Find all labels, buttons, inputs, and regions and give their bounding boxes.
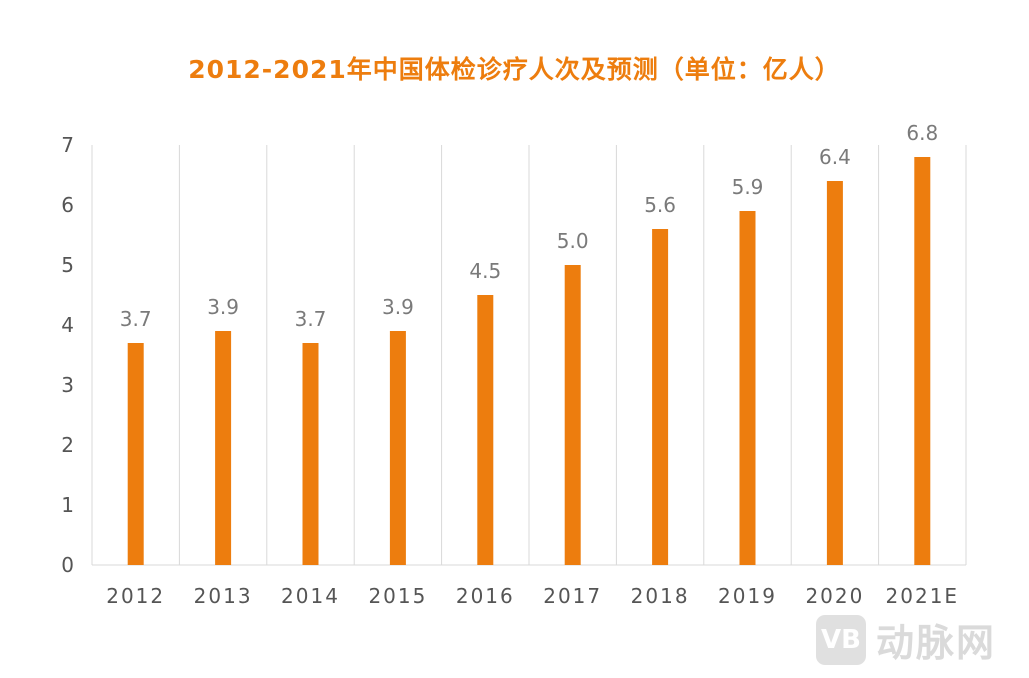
y-tick-label: 7: [61, 133, 74, 157]
bar: [652, 229, 669, 565]
bar: [215, 331, 232, 565]
x-tick-label: 2019: [718, 584, 777, 608]
y-tick-label: 1: [61, 493, 74, 517]
y-axis-ticks: 0 1 2 3 4 5 6 7: [61, 133, 74, 577]
chart-title: 2012-2021年中国体检诊疗人次及预测（单位：亿人）: [188, 55, 841, 84]
data-label: 4.5: [469, 259, 501, 283]
x-axis-ticks: 2012 2013 2014 2015 2016 2017 2018 2019 2020 2021…: [106, 584, 960, 608]
data-label: 6.8: [906, 121, 938, 145]
bar: [477, 295, 494, 565]
y-tick-label: 4: [61, 313, 74, 337]
data-labels: 3.7 3.9 3.7 3.9 4.5 5.0 5.6 5.9 6.4 6.8: [120, 121, 938, 331]
bar: [302, 343, 319, 565]
y-tick-label: 5: [61, 253, 74, 277]
y-tick-label: 0: [61, 553, 74, 577]
x-tick-label: 2015: [368, 584, 427, 608]
x-tick-label: 2017: [543, 584, 602, 608]
y-tick-label: 2: [61, 433, 74, 457]
data-label: 3.9: [382, 295, 414, 319]
bar: [389, 331, 406, 565]
bars: [127, 157, 931, 565]
data-label: 5.0: [557, 229, 589, 253]
data-label: 3.9: [207, 295, 239, 319]
data-label: 5.6: [644, 193, 676, 217]
x-tick-label: 2016: [456, 584, 515, 608]
x-tick-label: 2012: [106, 584, 165, 608]
grid-lines: [91, 145, 967, 566]
watermark: VB 动脉网: [816, 612, 996, 667]
x-tick-label: 2018: [631, 584, 690, 608]
y-tick-label: 3: [61, 373, 74, 397]
x-tick-label: 2020: [805, 584, 864, 608]
data-label: 3.7: [120, 307, 152, 331]
x-tick-label: 2013: [194, 584, 253, 608]
x-tick-label: 2021E: [886, 584, 960, 608]
watermark-text: 动脉网: [876, 621, 997, 665]
bar: [127, 343, 144, 565]
bar: [826, 181, 843, 565]
data-label: 3.7: [295, 307, 327, 331]
data-label: 5.9: [732, 175, 764, 199]
bar: [914, 157, 931, 565]
bar: [739, 211, 756, 565]
x-tick-label: 2014: [281, 584, 340, 608]
watermark-logo-icon: VB: [816, 614, 866, 665]
data-label: 6.4: [819, 145, 851, 169]
bar: [564, 265, 581, 565]
y-tick-label: 6: [61, 193, 74, 217]
